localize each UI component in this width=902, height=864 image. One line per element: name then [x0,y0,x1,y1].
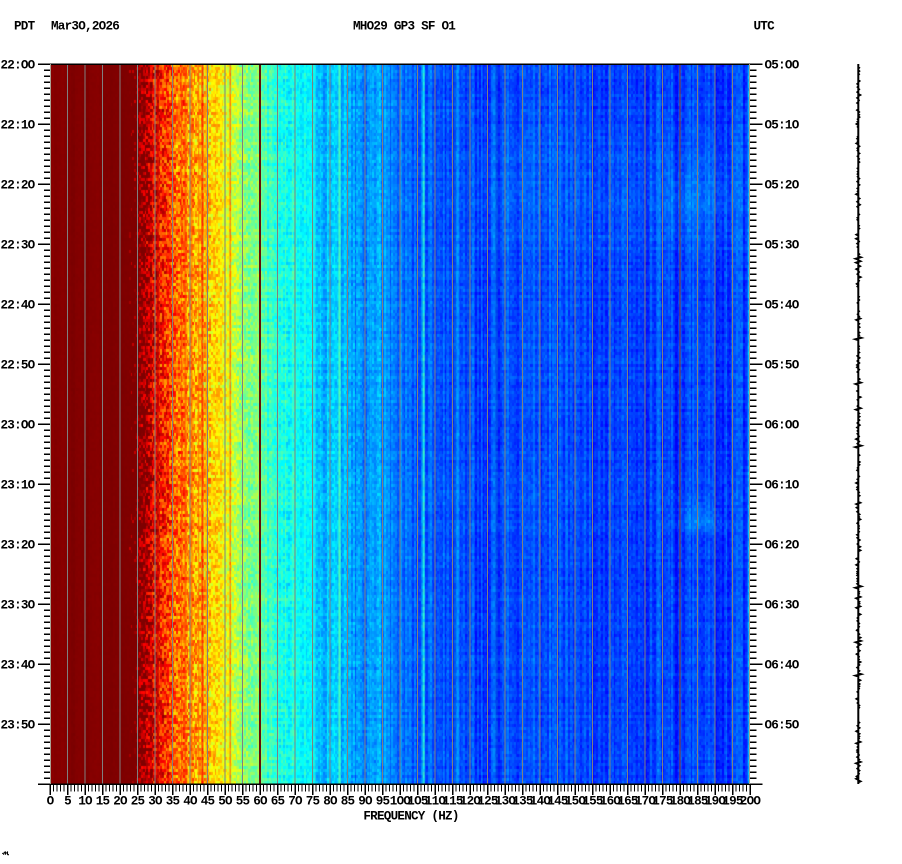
svg-text:175: 175 [652,795,673,809]
svg-text:195: 195 [722,795,743,809]
svg-text:O6:3O: O6:3O [765,598,800,612]
svg-text:6O: 6O [253,795,268,809]
svg-text:O5:OO: O5:OO [765,58,800,72]
svg-text:115: 115 [442,795,463,809]
svg-text:22:5O: 22:5O [0,358,35,372]
svg-text:O: O [47,795,55,809]
svg-text:PDT: PDT [14,20,36,34]
svg-text:22:2O: 22:2O [0,178,35,192]
svg-text:1O5: 1O5 [407,795,428,809]
svg-text:14O: 14O [530,795,552,809]
svg-text:O5:2O: O5:2O [765,178,800,192]
svg-text:MHO29 GP3 SF O1: MHO29 GP3 SF O1 [353,20,456,34]
svg-text:65: 65 [271,795,285,809]
svg-text:9O: 9O [358,795,373,809]
svg-text:O5:5O: O5:5O [765,358,800,372]
svg-text:7O: 7O [288,795,303,809]
svg-text:125: 125 [477,795,498,809]
svg-text:22:3O: 22:3O [0,238,35,252]
svg-text:185: 185 [687,795,708,809]
svg-text:2OO: 2OO [740,795,762,809]
svg-text:5: 5 [64,795,71,809]
svg-text:O6:OO: O6:OO [765,418,800,432]
svg-text:23:5O: 23:5O [0,718,35,732]
svg-text:16O: 16O [600,795,622,809]
svg-text:15: 15 [96,795,110,809]
svg-text:Mar3O,2O26: Mar3O,2O26 [51,20,119,34]
svg-text:135: 135 [512,795,533,809]
svg-text:18O: 18O [670,795,692,809]
svg-text:4O: 4O [183,795,198,809]
svg-text:5O: 5O [218,795,233,809]
svg-text:23:OO: 23:OO [0,418,35,432]
svg-text:O6:1O: O6:1O [765,478,800,492]
svg-text:12O: 12O [460,795,482,809]
svg-text:O5:3O: O5:3O [765,238,800,252]
svg-text:45: 45 [201,795,215,809]
svg-text:11O: 11O [425,795,447,809]
svg-text:2O: 2O [113,795,128,809]
svg-text:O5:1O: O5:1O [765,118,800,132]
svg-text:23:4O: 23:4O [0,658,35,672]
svg-text:O6:4O: O6:4O [765,658,800,672]
svg-text:O5:4O: O5:4O [765,298,800,312]
svg-text:22:1O: 22:1O [0,118,35,132]
svg-text:145: 145 [547,795,568,809]
svg-text:8O: 8O [323,795,338,809]
svg-text:22:4O: 22:4O [0,298,35,312]
svg-text:23:3O: 23:3O [0,598,35,612]
svg-text:FREQUENCY (HZ): FREQUENCY (HZ) [363,810,458,824]
svg-text:3O: 3O [148,795,163,809]
svg-text:165: 165 [617,795,638,809]
svg-text:22:OO: 22:OO [0,58,35,72]
svg-text:85: 85 [341,795,355,809]
svg-text:O6:5O: O6:5O [765,718,800,732]
svg-text:1OO: 1OO [390,795,412,809]
svg-text:23:1O: 23:1O [0,478,35,492]
svg-text:25: 25 [131,795,145,809]
svg-text:35: 35 [166,795,180,809]
svg-text:155: 155 [582,795,603,809]
svg-text:15O: 15O [565,795,587,809]
svg-text:95: 95 [376,795,390,809]
svg-text:1O: 1O [78,795,93,809]
svg-text:23:2O: 23:2O [0,538,35,552]
svg-text:UTC: UTC [754,20,776,34]
svg-text:55: 55 [236,795,250,809]
svg-text:19O: 19O [705,795,727,809]
svg-text:13O: 13O [495,795,517,809]
svg-text:17O: 17O [635,795,657,809]
svg-text:75: 75 [306,795,320,809]
svg-text:O6:2O: O6:2O [765,538,800,552]
